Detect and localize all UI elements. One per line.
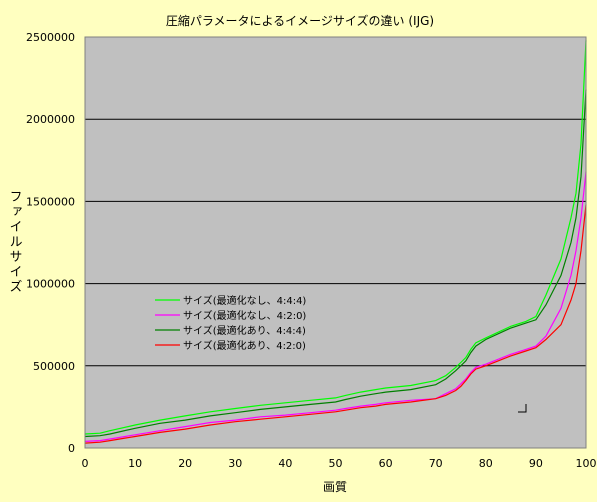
x-tick-label: 0 [82, 457, 89, 470]
legend-label-3: サイズ(最適化あり、4:2:0) [183, 339, 306, 352]
x-axis-label: 画質 [323, 479, 347, 494]
plot-border [84, 36, 587, 449]
x-tick-label: 80 [479, 457, 493, 470]
series-line-1 [84, 171, 587, 442]
legend-label-1: サイズ(最適化なし、4:2:0) [183, 309, 306, 322]
legend-label-2: サイズ(最適化あり、4:4:4) [183, 324, 306, 337]
legend-label-0: サイズ(最適化なし、4:4:4) [183, 294, 306, 307]
series-line-0 [84, 40, 587, 435]
series-lines [84, 40, 587, 444]
y-tick-label: 500000 [33, 360, 75, 373]
stray-mark [518, 404, 527, 413]
y-axis-label: ファイルサイズ [7, 190, 22, 295]
x-tick-label: 10 [128, 457, 142, 470]
y-tick-label: 2500000 [26, 31, 75, 44]
x-tick-label: 70 [429, 457, 443, 470]
plot-area [85, 37, 586, 448]
y-tick-label: 1000000 [26, 278, 75, 291]
x-tick-label: 30 [228, 457, 242, 470]
x-tick-label: 60 [379, 457, 393, 470]
y-tick-label: 0 [68, 442, 75, 455]
chart-title: 圧縮パラメータによるイメージサイズの違い (IJG) [166, 13, 434, 28]
x-tick-label: 90 [529, 457, 543, 470]
y-tick-label: 1500000 [26, 195, 75, 208]
x-tick-label: 20 [178, 457, 192, 470]
series-line-3 [84, 204, 587, 444]
x-tick-label: 50 [329, 457, 343, 470]
x-tick-label: 40 [278, 457, 292, 470]
legend: サイズ(最適化なし、4:4:4) サイズ(最適化なし、4:2:0) サイズ(最適化あ… [155, 294, 306, 352]
y-tick-labels: 0 500000 1000000 1500000 2000000 2500000 [26, 31, 75, 455]
series-line-2 [84, 89, 587, 438]
y-tick-label: 2000000 [26, 113, 75, 126]
x-tick-labels: 0 10 20 30 40 50 60 70 80 90 100 [82, 457, 597, 470]
x-tick-label: 100 [576, 457, 597, 470]
